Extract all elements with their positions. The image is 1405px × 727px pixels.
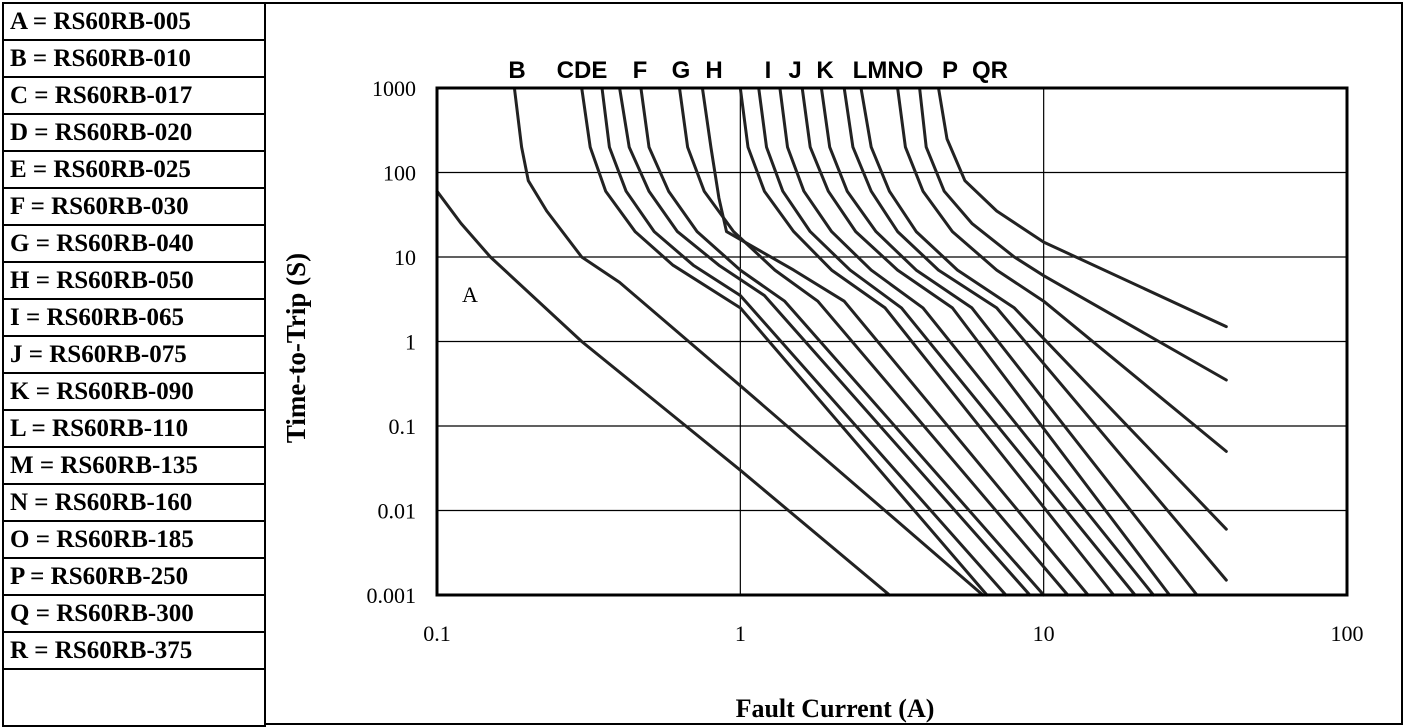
legend-item-b: B = RS60RB-010 [2, 39, 266, 78]
legend-item-p: P = RS60RB-250 [2, 557, 266, 596]
grid [436, 87, 1348, 596]
curve-i [738, 86, 1116, 597]
legend-item-c: C = RS60RB-017 [2, 76, 266, 115]
chart-panel [266, 2, 1403, 725]
curve-c [580, 86, 989, 597]
legend-row: D = RS60RB-020 [2, 113, 266, 152]
legend-item-g: G = RS60RB-040 [2, 224, 266, 263]
curve-q [918, 86, 1228, 382]
curve-k [778, 86, 1155, 597]
legend-row: E = RS60RB-025 [2, 150, 266, 189]
curve-n [842, 86, 1228, 582]
legend-row: H = RS60RB-050 [2, 261, 266, 300]
curve-o [859, 86, 1228, 531]
legend-item-d: D = RS60RB-020 [2, 113, 266, 152]
curve-a [435, 189, 891, 597]
legend-row: L = RS60RB-110 [2, 409, 266, 448]
legend-row: O = RS60RB-185 [2, 520, 266, 559]
legend-empty-row [2, 668, 266, 727]
legend-item-n: N = RS60RB-160 [2, 483, 266, 522]
legend-table: A = RS60RB-005 B = RS60RB-010 C = RS60RB-0… [2, 2, 266, 727]
y-tick-label: 0.001 [367, 583, 417, 608]
y-axis-label: Time-to-Trip (S) [281, 253, 311, 443]
y-tick-label: 1 [405, 330, 416, 355]
legend-row: R = RS60RB-375 [2, 631, 266, 670]
curve-f [639, 86, 1046, 597]
curve-letter-label: P [942, 57, 958, 84]
legend-item-r: R = RS60RB-375 [2, 631, 266, 670]
x-tick-labels: 0.1 1 10 100 [423, 621, 1363, 646]
legend-item-m: M = RS60RB-135 [2, 446, 266, 485]
curve-g [678, 86, 1070, 597]
curve-j [757, 86, 1137, 597]
legend-row: A = RS60RB-005 [2, 2, 266, 41]
curves [435, 86, 1228, 597]
x-tick-label: 100 [1331, 621, 1364, 646]
curve-letter-labels: B CDE F G H I J K LMNO P QR [508, 57, 1008, 84]
legend-item-i: I = RS60RB-065 [2, 298, 266, 337]
legend-row: N = RS60RB-160 [2, 483, 266, 522]
legend-row: B = RS60RB-010 [2, 39, 266, 78]
legend-item-q: Q = RS60RB-300 [2, 594, 266, 633]
legend-item-a: A = RS60RB-005 [2, 2, 266, 41]
legend-row: F = RS60RB-030 [2, 187, 266, 226]
legend-item-j: J = RS60RB-075 [2, 335, 266, 374]
curve-l [800, 86, 1171, 597]
legend-item-k: K = RS60RB-090 [2, 372, 266, 411]
legend-row: I = RS60RB-065 [2, 298, 266, 337]
curve-b [512, 86, 985, 597]
curve-letter-label: G [672, 57, 691, 84]
y-tick-label: 100 [383, 161, 416, 186]
y-tick-label: 0.01 [378, 499, 417, 524]
legend-item-h: H = RS60RB-050 [2, 261, 266, 300]
legend-item-o: O = RS60RB-185 [2, 520, 266, 559]
curve-d [600, 86, 1008, 597]
y-tick-labels: 0.001 0.01 0.1 1 10 100 1000 [367, 76, 417, 608]
curve-letter-label: F [633, 57, 648, 84]
y-tick-label: 10 [394, 245, 416, 270]
plot-frame [435, 86, 1349, 597]
x-tick-label: 10 [1033, 621, 1055, 646]
curve-letter-label: B [508, 57, 525, 84]
curve-r [937, 86, 1228, 329]
legend-empty-cell [2, 668, 266, 727]
annotation-label-a: A [462, 282, 478, 307]
curve-p [896, 86, 1228, 453]
curve-letter-label: H [705, 57, 722, 84]
x-tick-label: 1 [735, 621, 746, 646]
legend-row: G = RS60RB-040 [2, 224, 266, 263]
y-tick-label: 1000 [372, 76, 416, 101]
legend-item-f: F = RS60RB-030 [2, 187, 266, 226]
curve-letter-label: QR [972, 57, 1008, 84]
legend-row: J = RS60RB-075 [2, 335, 266, 374]
curve-letter-label: LMNO [853, 57, 924, 84]
curve-letter-label: J [788, 57, 801, 84]
legend-row: M = RS60RB-135 [2, 446, 266, 485]
curve-m [819, 86, 1199, 597]
legend-row: C = RS60RB-017 [2, 76, 266, 115]
legend-item-e: E = RS60RB-025 [2, 150, 266, 189]
curve-h [700, 86, 1090, 597]
curve-e [618, 86, 1032, 597]
legend-row: K = RS60RB-090 [2, 372, 266, 411]
curve-letter-label: I [765, 57, 772, 84]
legend-row: P = RS60RB-250 [2, 557, 266, 596]
curve-letter-label: CDE [557, 57, 608, 84]
x-axis-label: Fault Current (A) [736, 694, 935, 723]
legend-row: Q = RS60RB-300 [2, 594, 266, 633]
curve-letter-label: K [816, 57, 834, 84]
y-tick-label: 0.1 [389, 414, 417, 439]
legend-item-l: L = RS60RB-110 [2, 409, 266, 448]
x-tick-label: 0.1 [423, 621, 451, 646]
